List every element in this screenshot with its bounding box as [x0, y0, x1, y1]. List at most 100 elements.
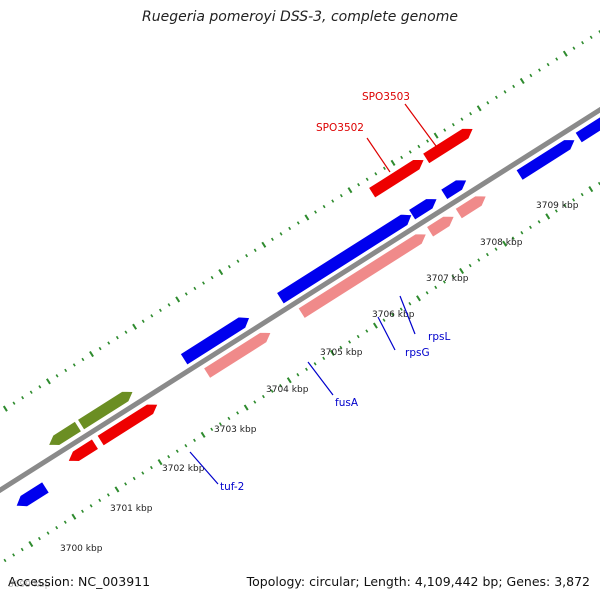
cds-feature-blue — [276, 213, 413, 305]
position-label: 3709 kbp — [536, 201, 579, 211]
outer-tick — [89, 350, 94, 358]
position-label: 3704 kbp — [266, 385, 309, 395]
cds-feature-red — [67, 438, 100, 462]
gene-label-leader — [404, 103, 437, 147]
inner-tick — [416, 295, 421, 302]
inner-tick — [37, 536, 41, 541]
inner-tick — [270, 389, 274, 393]
inner-tick — [184, 444, 188, 448]
outer-tick — [408, 150, 412, 154]
inner-tick — [243, 404, 249, 411]
cds-feature-light — [297, 233, 427, 319]
inner-tick — [477, 258, 481, 262]
outer-tick — [81, 357, 85, 362]
inner-tick — [313, 362, 317, 366]
position-label: 3702 kbp — [162, 464, 205, 474]
cds-feature-blue — [440, 179, 468, 201]
outer-tick — [314, 210, 317, 214]
inner-tick — [434, 285, 438, 290]
inner-tick — [391, 312, 395, 317]
gene-label: SPO3502 — [316, 122, 364, 134]
inner-tick — [322, 356, 326, 361]
outer-tick — [460, 117, 464, 121]
map-title: Ruegeria pomeroyi DSS-3, complete genome — [142, 9, 458, 25]
inner-tick — [167, 454, 171, 459]
outer-tick — [72, 363, 76, 367]
cds-feature-light — [454, 195, 487, 220]
inner-tick — [382, 318, 386, 322]
outer-tick — [400, 155, 404, 160]
outer-tick — [296, 221, 300, 225]
outer-tick — [124, 330, 128, 334]
inner-tick — [305, 367, 308, 371]
outer-tick — [512, 84, 516, 89]
inner-tick — [372, 322, 378, 329]
inner-tick — [106, 493, 110, 497]
outer-tick — [519, 77, 525, 85]
inner-tick — [193, 438, 196, 442]
outer-tick — [210, 275, 214, 280]
outer-tick — [21, 396, 25, 400]
inner-tick — [511, 236, 515, 240]
inner-tick-ring — [3, 181, 600, 563]
inner-tick — [296, 373, 300, 377]
cds-feature-olive — [76, 390, 134, 431]
inner-tick — [261, 394, 265, 399]
outer-tick — [469, 112, 473, 116]
inner-tick — [554, 209, 558, 213]
gene-label: rpsL — [428, 331, 450, 343]
inner-tick — [236, 411, 240, 415]
cds-feature-olive — [48, 420, 82, 446]
position-label: 3700 kbp — [60, 544, 103, 554]
inner-tick — [279, 383, 283, 388]
outer-tick — [382, 166, 386, 171]
accession-text: Accession: NC_003911 — [8, 574, 151, 589]
position-label: 3707 kbp — [426, 274, 469, 284]
outer-tick — [390, 159, 396, 166]
outer-tick — [572, 46, 576, 50]
outer-tick — [476, 105, 482, 112]
outer-tick — [433, 132, 439, 139]
outer-tick — [304, 214, 310, 221]
outer-tick — [562, 50, 568, 57]
outer-tick — [45, 378, 51, 385]
outer-tick — [245, 254, 249, 258]
outer-tick — [64, 368, 68, 373]
inner-tick — [339, 345, 343, 350]
inner-tick — [3, 558, 7, 563]
gene-label-leader — [377, 316, 396, 351]
inner-tick — [286, 377, 292, 384]
outer-tick — [202, 281, 205, 285]
gene-label: SPO3503 — [362, 91, 410, 103]
inner-tick — [580, 192, 584, 197]
inner-tick — [89, 504, 93, 508]
outer-tick — [12, 401, 16, 405]
outer-tick — [486, 101, 490, 105]
feature-layer — [15, 116, 600, 508]
gene-label-leader — [399, 295, 416, 335]
outer-tick — [270, 237, 274, 242]
inner-tick — [459, 267, 465, 275]
inner-tick — [98, 498, 102, 503]
inner-tick — [520, 231, 524, 235]
outer-tick — [417, 144, 421, 149]
genome-backbone — [0, 106, 600, 494]
gene-label-leader — [189, 451, 219, 485]
gene-label: tuf-2 — [220, 481, 244, 493]
topology-summary: Topology: circular; Length: 4,109,442 bp… — [246, 574, 590, 589]
outer-tick — [365, 177, 369, 181]
position-label: 3701 kbp — [110, 504, 153, 514]
inner-tick — [365, 329, 369, 333]
outer-tick — [339, 193, 343, 198]
inner-tick — [329, 349, 335, 356]
inner-tick — [253, 400, 257, 404]
gene-label: rpsG — [405, 347, 430, 359]
cds-feature-blue — [515, 139, 576, 181]
outer-tick — [98, 346, 102, 351]
cds-feature-blue — [15, 481, 50, 508]
outer-tick — [2, 405, 8, 412]
outer-tick — [546, 62, 550, 67]
outer-tick — [581, 41, 585, 45]
